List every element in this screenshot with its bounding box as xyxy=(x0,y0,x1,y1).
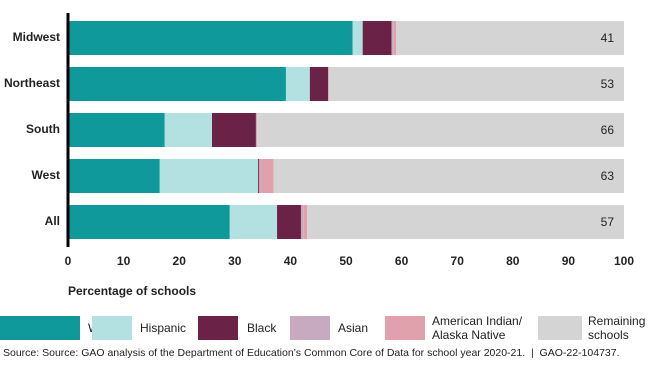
bar-segment xyxy=(68,67,286,101)
legend-label: Black xyxy=(247,321,277,335)
value-label: 57 xyxy=(601,215,615,229)
legend-swatch xyxy=(198,316,238,340)
bar-segment xyxy=(303,205,308,239)
bar-segment xyxy=(68,21,353,55)
legend-label: Remaining schools xyxy=(588,314,646,342)
x-tick-label: 40 xyxy=(284,254,298,268)
bar-segment xyxy=(328,67,330,101)
x-tick-label: 0 xyxy=(65,254,72,268)
bar-segment xyxy=(352,21,363,55)
bar-segment xyxy=(68,159,160,193)
x-tick-label: 10 xyxy=(117,254,131,268)
x-tick-label: 30 xyxy=(228,254,242,268)
bar-segment xyxy=(260,159,274,193)
x-tick-label: 60 xyxy=(395,254,409,268)
bar-segment xyxy=(255,113,257,147)
bar-segment xyxy=(391,21,394,55)
x-tick-label: 20 xyxy=(173,254,187,268)
legend-swatch xyxy=(0,316,80,340)
bar-segment xyxy=(309,67,329,101)
bar-segment xyxy=(229,205,278,239)
x-tick-label: 50 xyxy=(339,254,353,268)
legend-swatch xyxy=(92,316,132,340)
y-tick-label: Midwest xyxy=(13,30,60,44)
bar-segment xyxy=(285,67,310,101)
bar-segment xyxy=(259,159,261,193)
bar-segment xyxy=(257,113,624,147)
bar-segment xyxy=(328,67,329,101)
bar-segment xyxy=(307,205,624,239)
y-tick-label: Northeast xyxy=(4,76,60,90)
bar-segment xyxy=(164,113,213,147)
bar-segment xyxy=(277,205,301,239)
bar-segment xyxy=(329,67,624,101)
bar-segment xyxy=(362,21,392,55)
chart: Percentage of schools 0 10 20 30 40 50 60 70 80 9… xyxy=(4,13,634,298)
bar-segment xyxy=(273,159,624,193)
value-label: 53 xyxy=(601,77,615,91)
bar-segment xyxy=(258,159,260,193)
legend-label: American Indian/ Alaska Native xyxy=(432,314,523,342)
x-tick-label: 100 xyxy=(614,254,634,268)
bar-segment xyxy=(300,205,304,239)
y-tick-label: South xyxy=(26,122,60,136)
value-label: 63 xyxy=(601,169,615,183)
bar-segment xyxy=(393,21,397,55)
value-label: 41 xyxy=(601,31,615,45)
bar-segment xyxy=(159,159,259,193)
x-tick-label: 80 xyxy=(506,254,520,268)
legend-label: Hispanic xyxy=(140,321,187,335)
bar-segment xyxy=(396,21,624,55)
legend-swatch xyxy=(538,316,582,340)
x-tick-label: 90 xyxy=(562,254,576,268)
bar-segment xyxy=(212,113,256,147)
legend-swatch xyxy=(290,316,330,340)
legend-label: Asian xyxy=(338,321,369,335)
x-tick-label: 70 xyxy=(451,254,465,268)
x-axis-title: Percentage of schools xyxy=(68,284,196,298)
bar-segment xyxy=(68,113,165,147)
source-note: Source: Source: GAO analysis of the Depa… xyxy=(3,347,620,359)
value-label: 66 xyxy=(601,123,615,137)
bar-segment xyxy=(256,113,258,147)
legend-swatch xyxy=(385,316,425,340)
y-tick-label: All xyxy=(45,214,60,228)
bar-segment xyxy=(68,205,230,239)
y-tick-label: West xyxy=(32,168,60,182)
